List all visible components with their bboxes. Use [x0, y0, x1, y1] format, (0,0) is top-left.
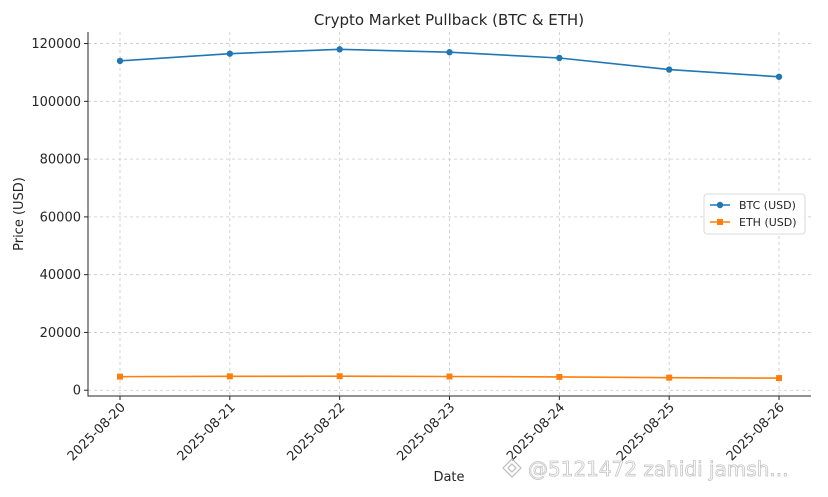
- y-axis-label: Price (USD): [12, 177, 27, 251]
- data-point: [117, 373, 123, 380]
- data-point: [665, 66, 673, 73]
- data-point: [556, 373, 563, 380]
- axis-spines: [87, 32, 811, 397]
- y-tick-label: 60000: [40, 210, 81, 225]
- watermark-text: @5121472 zahidi jamsh...: [528, 457, 789, 481]
- x-tick-label: 2025-08-24: [504, 400, 568, 464]
- legend-label: BTC (USD): [739, 199, 796, 212]
- y-tick-label: 0: [73, 384, 81, 399]
- legend-box: [703, 193, 806, 235]
- legend-label: ETH (USD): [739, 216, 797, 229]
- legend: BTC (USD) ETH (USD): [703, 193, 806, 235]
- y-tick-label: 120000: [31, 37, 81, 52]
- data-point: [446, 49, 453, 56]
- series-0: [116, 46, 783, 80]
- axes: 0 20000 40000 60000 80000 100000 120000 2025-08…: [31, 32, 811, 464]
- data-point: [336, 46, 343, 53]
- legend-marker: [717, 219, 723, 225]
- x-tick-label: 2025-08-21: [175, 400, 239, 464]
- watermark: @5121472 zahidi jamsh...: [502, 457, 789, 481]
- y-tick-label: 20000: [40, 326, 81, 341]
- y-tick-label: 80000: [40, 153, 81, 168]
- legend-marker: [716, 201, 724, 209]
- x-tick-label: 2025-08-20: [65, 400, 129, 464]
- data-point: [336, 373, 343, 380]
- grid: [88, 32, 811, 396]
- data-point: [116, 57, 124, 65]
- diamond-logo-icon: [502, 458, 522, 478]
- series: [116, 46, 783, 382]
- y-tick-label: 40000: [40, 268, 81, 283]
- data-point: [226, 373, 233, 380]
- data-point: [556, 54, 563, 62]
- y-tick-label: 100000: [31, 95, 81, 110]
- x-tick-label: 2025-08-23: [394, 400, 458, 464]
- chart-title: Crypto Market Pullback (BTC & ETH): [314, 11, 584, 29]
- data-point: [776, 375, 782, 382]
- x-tick-label: 2025-08-22: [284, 400, 348, 464]
- data-point: [226, 50, 234, 57]
- x-tick-label: 2025-08-25: [614, 400, 678, 464]
- data-point: [666, 374, 673, 381]
- x-axis-label: Date: [433, 470, 464, 485]
- series-1: [117, 373, 782, 382]
- data-point: [775, 73, 783, 80]
- data-point: [446, 373, 453, 380]
- x-tick-label: 2025-08-26: [724, 400, 788, 464]
